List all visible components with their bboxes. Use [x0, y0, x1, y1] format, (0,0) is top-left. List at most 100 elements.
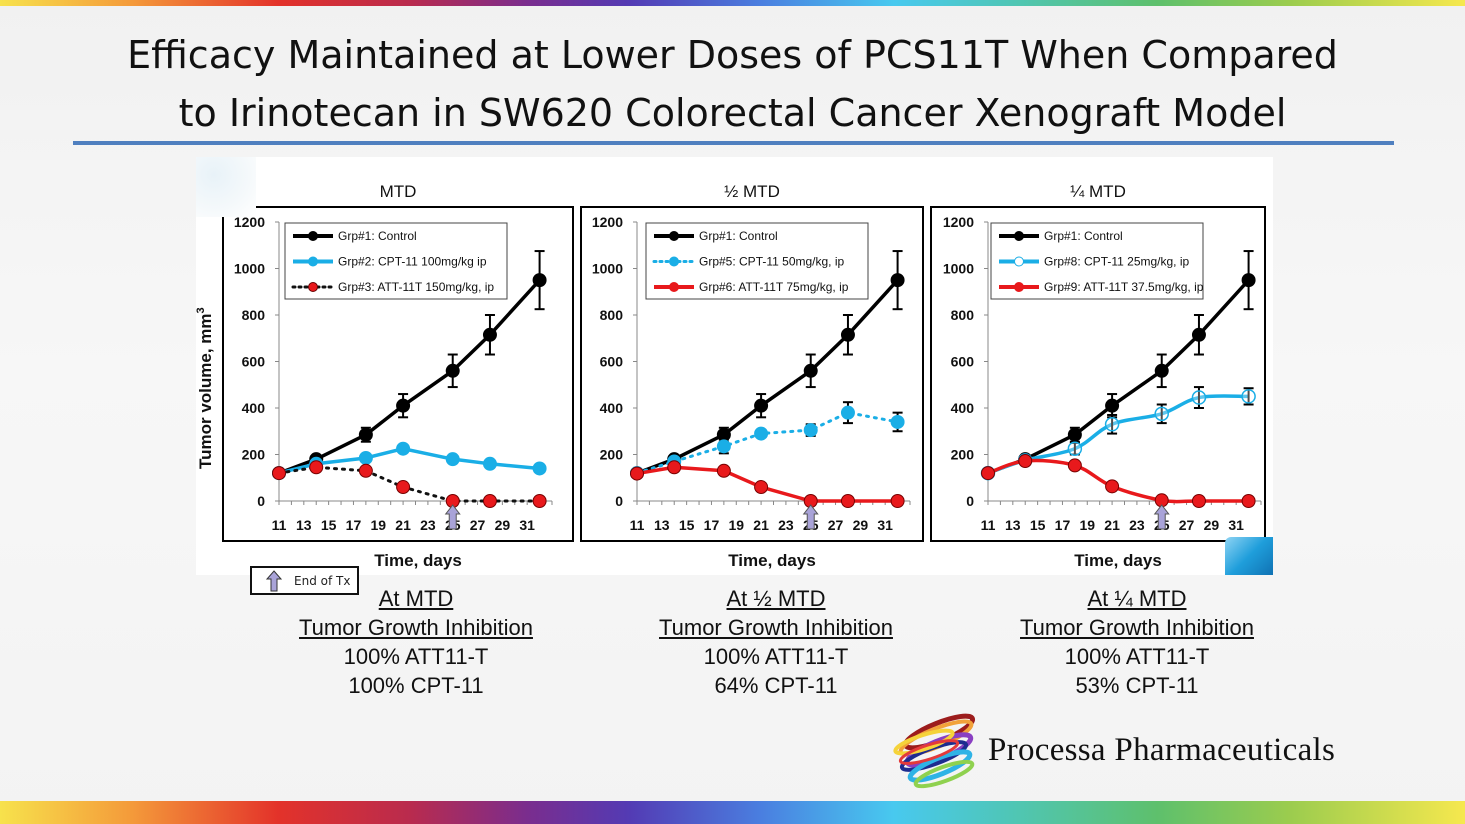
y-tick-label: 800 — [600, 307, 624, 323]
slide-title: Efficacy Maintained at Lower Doses of PC… — [60, 26, 1405, 142]
x-tick-label: 17 — [704, 517, 720, 533]
data-point — [1104, 417, 1120, 432]
y-tick-label: 600 — [600, 354, 624, 370]
chart-title: MTD — [380, 182, 417, 201]
data-point — [358, 463, 373, 478]
data-point — [396, 441, 411, 456]
data-point — [482, 456, 497, 471]
data-point — [981, 466, 995, 481]
x-tick-label: 31 — [519, 517, 535, 533]
x-tick-label: 27 — [470, 517, 486, 533]
y-tick-label: 1200 — [592, 214, 623, 230]
x-tick-label: 15 — [679, 517, 695, 533]
x-axis-label: Time, days — [374, 551, 462, 570]
y-tick-label: 400 — [242, 400, 266, 416]
data-point — [396, 480, 411, 495]
legend-marker — [669, 231, 679, 241]
summary-cpt11: 64% CPT-11 — [714, 673, 838, 698]
end-of-treatment-arrow-icon — [1153, 504, 1170, 530]
data-point — [754, 480, 769, 495]
summary-subheading: Tumor Growth Inhibition — [1020, 615, 1254, 640]
chart-2: ½ MTD 0 200 400 600 800 1000 1200 11 13 15 17 19 21 23… — [580, 182, 924, 570]
data-point — [1191, 494, 1206, 508]
x-tick-label: 11 — [981, 517, 996, 533]
x-tick-label: 13 — [296, 517, 312, 533]
data-point — [532, 273, 547, 288]
end-of-treatment-arrow-icon — [444, 504, 461, 530]
x-tick-label: 21 — [1104, 517, 1120, 533]
y-tick-label: 0 — [966, 493, 974, 509]
decorative-cube-icon — [1225, 537, 1273, 575]
data-point — [1154, 406, 1169, 422]
x-tick-label: 19 — [370, 517, 386, 533]
data-point — [1241, 494, 1256, 508]
x-tick-label: 17 — [1055, 517, 1071, 533]
summary-att11t: 100% ATT11-T — [703, 644, 849, 669]
summary-subheading: Tumor Growth Inhibition — [659, 615, 893, 640]
data-point — [358, 450, 373, 465]
chart-title: ½ MTD — [724, 182, 780, 201]
legend-label: Grp#1: Control — [338, 229, 417, 243]
y-tick-label: 800 — [242, 307, 266, 323]
data-point — [482, 327, 497, 342]
summary-heading: At ¼ MTD — [1087, 586, 1187, 611]
data-point — [1018, 454, 1033, 469]
data-point — [358, 427, 373, 442]
title-line-1: Efficacy Maintained at Lower Doses of PC… — [127, 33, 1338, 77]
decorative-background-graphic — [196, 157, 256, 217]
up-arrow-icon — [265, 570, 283, 592]
x-tick-label: 31 — [1228, 517, 1244, 533]
x-tick-label: 19 — [728, 517, 744, 533]
y-tick-label: 0 — [615, 493, 623, 509]
x-tick-label: 31 — [877, 517, 893, 533]
x-tick-label: 21 — [753, 517, 769, 533]
y-tick-label: 200 — [951, 447, 975, 463]
y-tick-label: 600 — [242, 354, 266, 370]
x-tick-label: 23 — [778, 517, 794, 533]
y-tick-label: 400 — [600, 400, 624, 416]
data-point — [803, 363, 818, 378]
legend-marker — [669, 282, 679, 292]
x-tick-label: 13 — [654, 517, 670, 533]
data-point — [1191, 327, 1206, 342]
x-tick-label: 29 — [853, 517, 869, 533]
data-point — [840, 494, 855, 508]
y-tick-label: 800 — [951, 307, 975, 323]
chart-3: ¼ MTD 0 200 400 600 800 1000 1200 11 13 15 17 19 21 23… — [930, 182, 1266, 570]
y-tick-label: 1000 — [943, 261, 974, 277]
company-name: Processa Pharmaceuticals — [988, 732, 1336, 768]
x-tick-label: 27 — [828, 517, 844, 533]
x-tick-label: 13 — [1005, 517, 1021, 533]
x-tick-label: 27 — [1179, 517, 1195, 533]
data-point — [1241, 389, 1256, 404]
data-point — [630, 466, 644, 481]
summary-cpt11: 53% CPT-11 — [1075, 673, 1199, 698]
x-tick-label: 29 — [495, 517, 511, 533]
data-point — [272, 466, 286, 481]
charts-panel: Tumor volume, mm3 MTD 0 200 400 600 800 1000 120… — [195, 157, 1273, 575]
legend-label: Grp#1: Control — [699, 229, 778, 243]
summary-quarter-mtd: At ¼ MTD Tumor Growth Inhibition 100% AT… — [967, 584, 1307, 700]
legend-label: Grp#8: CPT-11 25mg/kg, ip — [1044, 255, 1190, 269]
charts-svg: Tumor volume, mm3 MTD 0 200 400 600 800 1000 120… — [195, 182, 1266, 570]
legend-marker — [1014, 256, 1024, 267]
data-point — [1067, 427, 1082, 442]
data-point — [803, 423, 818, 438]
x-tick-label: 23 — [420, 517, 436, 533]
end-of-treatment-legend: End of Tx — [250, 566, 359, 595]
summary-att11t: 100% ATT11-T — [343, 644, 489, 669]
data-point — [754, 426, 769, 441]
legend-marker — [308, 282, 318, 292]
x-tick-label: 11 — [272, 517, 287, 533]
summary-half-mtd: At ½ MTD Tumor Growth Inhibition 100% AT… — [606, 584, 946, 700]
chart-title: ¼ MTD — [1070, 182, 1126, 201]
data-point — [396, 398, 411, 413]
end-of-treatment-arrow-icon — [802, 504, 819, 530]
y-axis-label-superscript: 3 — [196, 307, 207, 313]
y-tick-label: 1200 — [234, 214, 265, 230]
data-point — [1241, 273, 1256, 288]
data-point — [309, 460, 324, 475]
x-axis-label: Time, days — [1074, 551, 1162, 570]
bottom-rainbow-bar — [0, 801, 1465, 824]
data-point — [890, 494, 905, 508]
